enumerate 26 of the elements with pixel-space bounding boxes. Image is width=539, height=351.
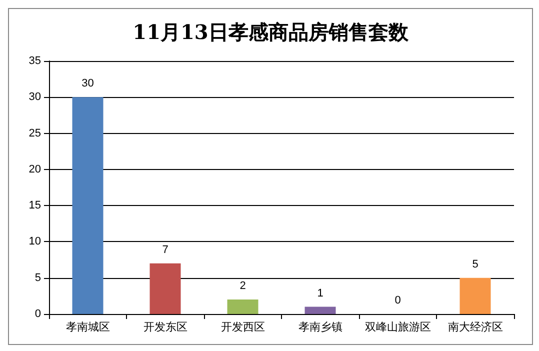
y-tick-label: 20 xyxy=(28,163,41,176)
y-tick-label: 10 xyxy=(28,236,41,248)
data-label: 1 xyxy=(317,287,324,300)
bar xyxy=(227,300,258,314)
y-tick-label: 30 xyxy=(28,91,41,104)
data-label: 0 xyxy=(394,294,401,306)
data-label: 5 xyxy=(472,258,478,270)
bar xyxy=(72,97,104,314)
chart-title: 11月13日孝感商品房销售套数 xyxy=(132,20,410,44)
y-tick-label: 25 xyxy=(28,127,41,140)
data-label: 30 xyxy=(82,78,94,90)
bar xyxy=(150,263,181,314)
x-tick-label: 南大经济区 xyxy=(448,320,503,334)
y-tick-label: 15 xyxy=(28,200,41,212)
y-tick-label: 35 xyxy=(28,55,41,67)
bar xyxy=(460,278,491,314)
x-tick-label: 双峰山旅游区 xyxy=(364,320,431,334)
x-tick-label: 孝南城区 xyxy=(66,320,110,334)
y-tick-label: 5 xyxy=(34,272,41,284)
data-label: 2 xyxy=(240,280,246,292)
data-label: 7 xyxy=(162,244,168,256)
bar xyxy=(304,306,336,314)
x-tick-label: 孝南乡镇 xyxy=(298,320,342,334)
y-tick-label: 0 xyxy=(34,308,41,320)
x-tick-label: 开发东区 xyxy=(143,320,188,334)
x-tick-label: 开发西区 xyxy=(220,322,265,334)
